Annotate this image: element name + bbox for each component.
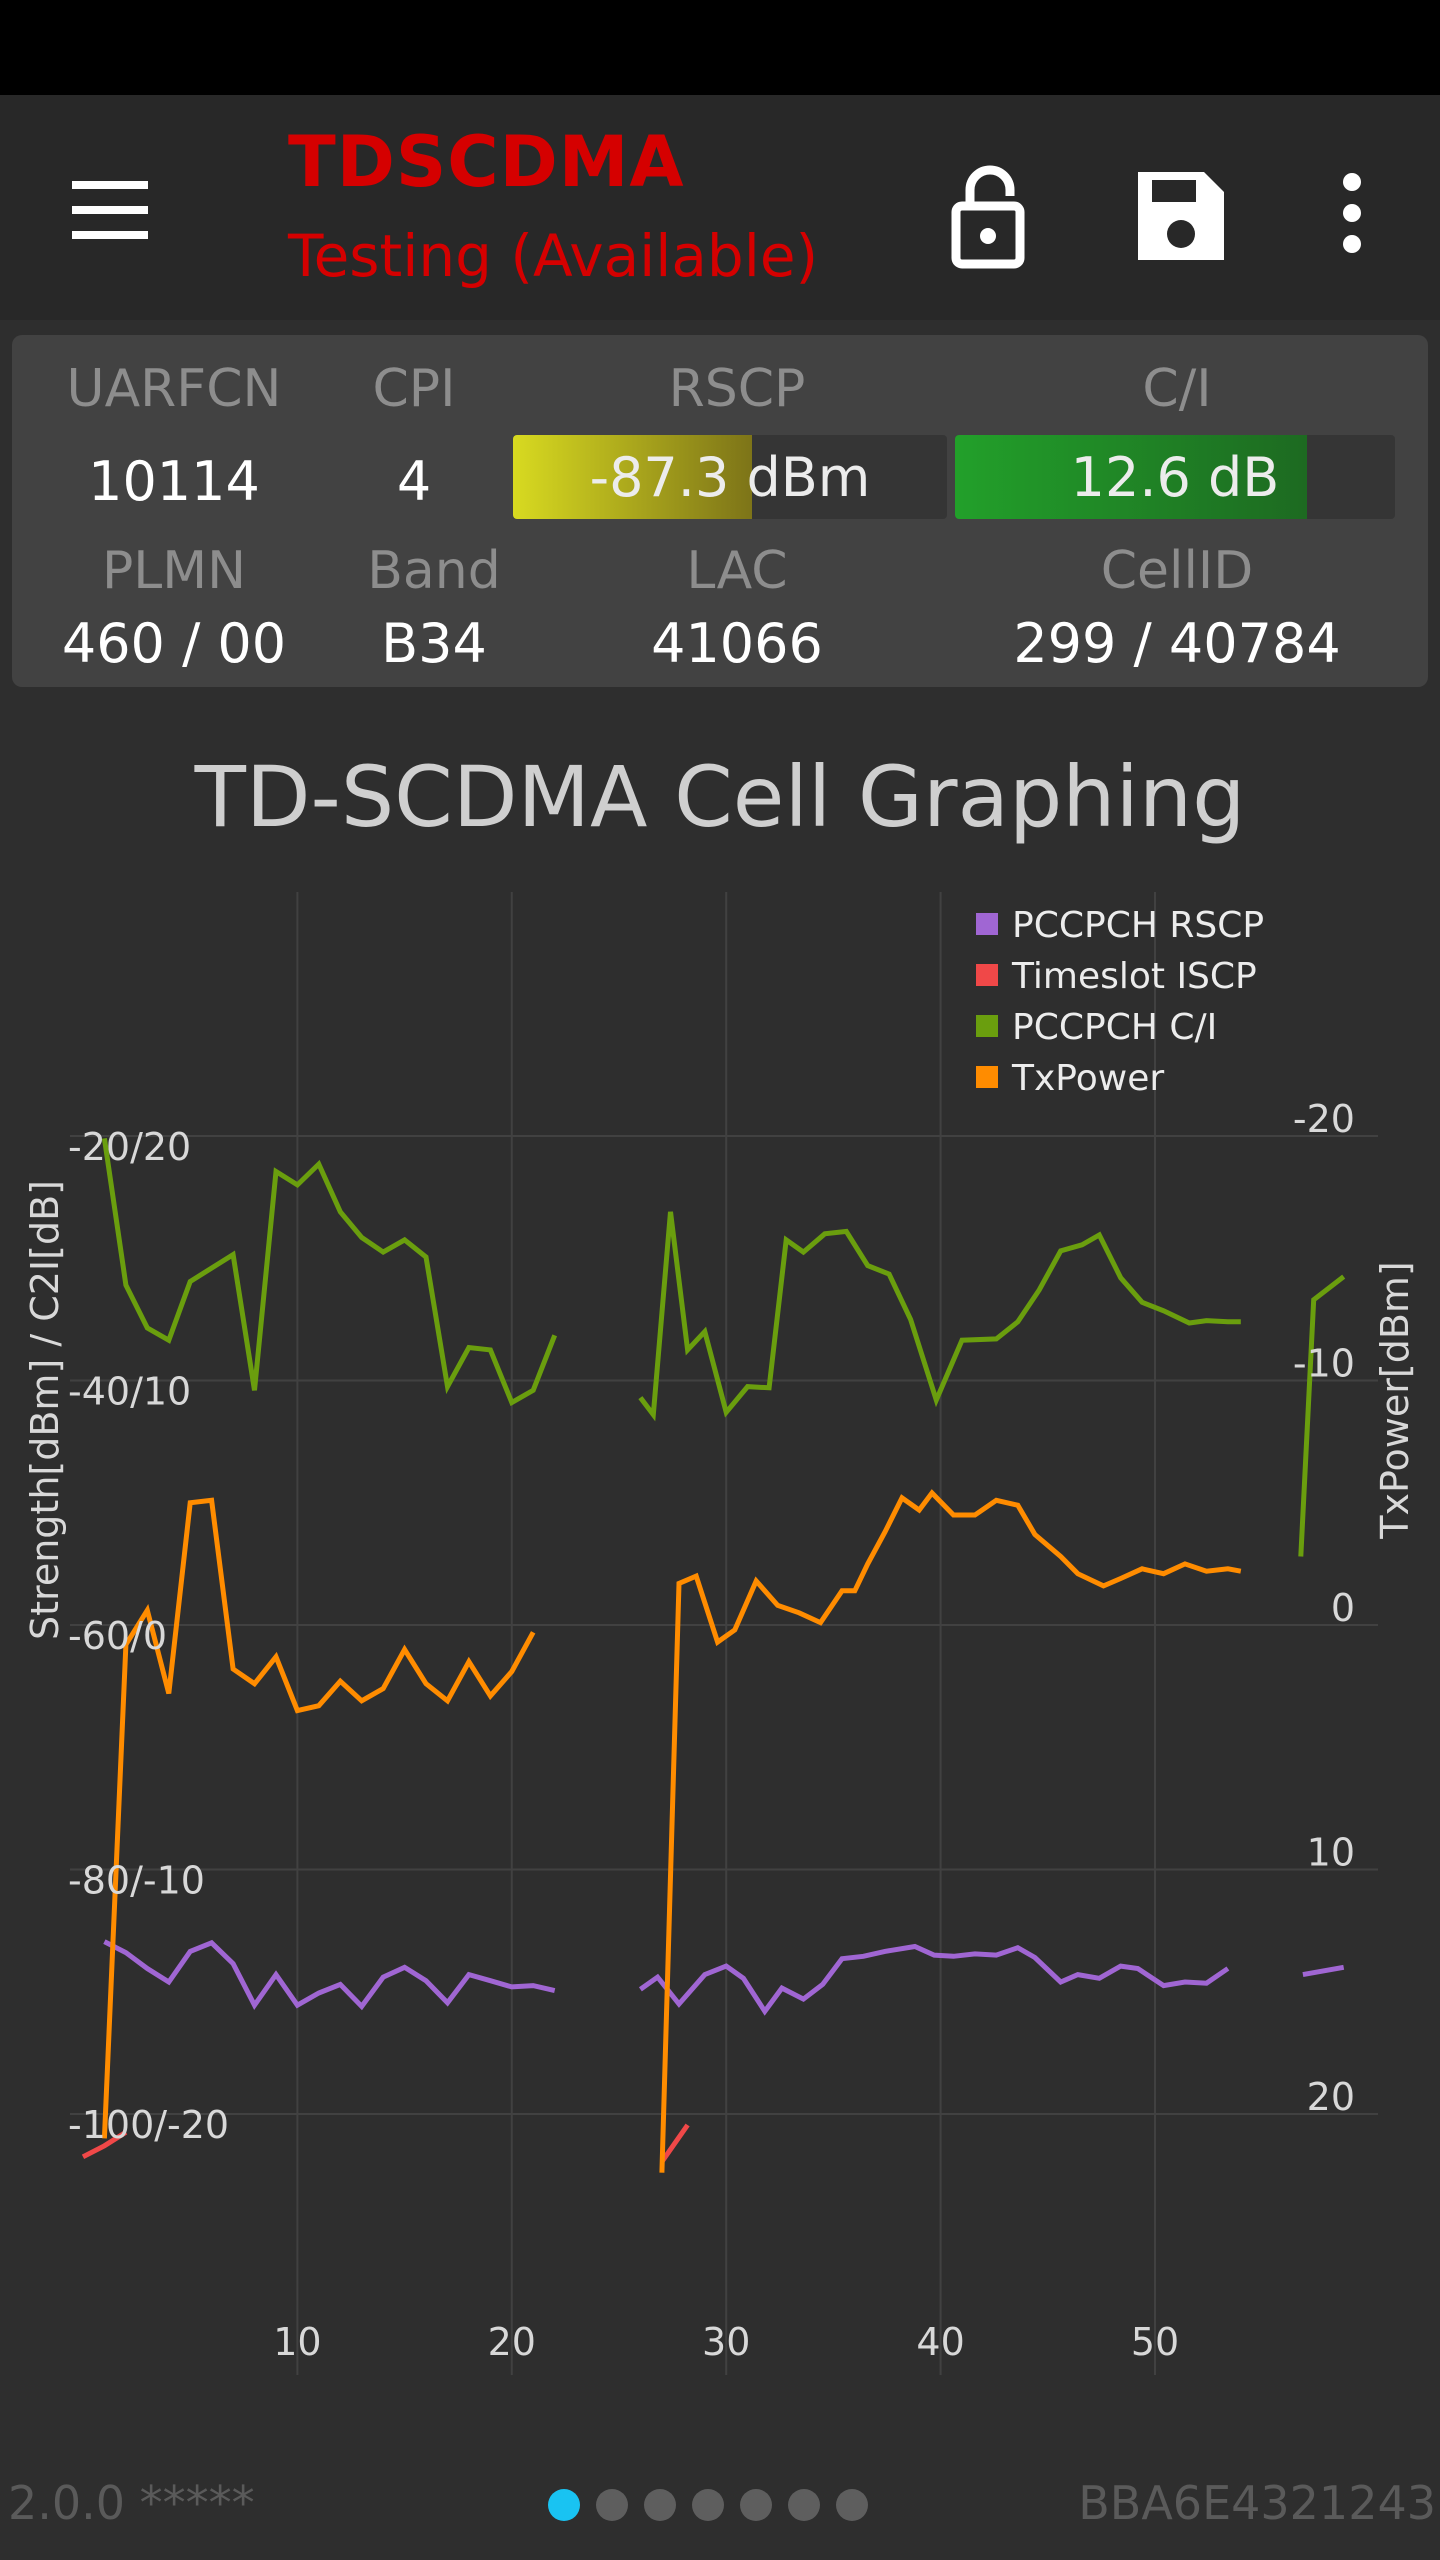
series-line-timeslot-iscp: [81, 2130, 128, 2160]
connection-status: Testing (Available): [288, 222, 819, 290]
plmn-label: PLMN: [101, 541, 247, 601]
x-tick-label: 10: [273, 2320, 321, 2364]
cpi-value: 4: [396, 450, 432, 513]
rscp-label: RSCP: [668, 359, 806, 419]
legend-swatch: [976, 964, 998, 986]
series-line-pccpch-c-i: [1298, 1274, 1346, 1557]
page-dot-4[interactable]: [692, 2489, 724, 2521]
series-line-pccpch-rscp: [638, 1943, 1230, 2016]
page-indicator[interactable]: [548, 2489, 868, 2523]
y2-tick-label: -20: [1293, 1097, 1355, 1141]
lac-label: LAC: [686, 541, 788, 601]
y2-axis-title: TxPower[dBm]: [1373, 1261, 1417, 1539]
y2-tick-label: 20: [1307, 2075, 1355, 2119]
x-tick-label: 30: [702, 2320, 750, 2364]
legend-label: PCCPCH C/I: [1012, 1007, 1217, 1048]
cell-info-panel: UARFCN CPI RSCP C/I 10114 4 -87.3 dBm 12…: [12, 335, 1428, 687]
device-id: BBA6E4321243: [1078, 2476, 1436, 2530]
y2-tick-label: -10: [1293, 1342, 1355, 1386]
series-line-pccpch-rscp: [103, 1939, 556, 2011]
legend-swatch: [976, 1015, 998, 1037]
legend-swatch: [976, 1066, 998, 1088]
save-icon[interactable]: [1130, 160, 1230, 270]
page-dot-5[interactable]: [740, 2489, 772, 2521]
x-tick-label: 20: [488, 2320, 536, 2364]
band-label: Band: [367, 541, 501, 601]
y-tick-label: -20/20: [68, 1125, 191, 1169]
page-dot-6[interactable]: [788, 2489, 820, 2521]
series-line-timeslot-iscp: [659, 2123, 690, 2164]
y2-tick-label: 10: [1307, 1831, 1355, 1875]
rscp-value: -87.3 dBm: [589, 445, 871, 509]
chart-title: TD-SCDMA Cell Graphing: [194, 748, 1246, 846]
ci-meter-fill: [955, 435, 1307, 519]
page-dot-1[interactable]: [548, 2489, 580, 2521]
cell-chart[interactable]: -20/20 -40/10 -60/0 -80/-10 -100/-20 -20 -10 0 1…: [0, 0, 1440, 2460]
legend-label: PCCPCH RSCP: [1012, 905, 1264, 946]
page-dot-2[interactable]: [596, 2489, 628, 2521]
y-axis-title: Strength[dBm] / C2I[dB]: [23, 1180, 67, 1640]
status-bar: [0, 0, 1440, 95]
series-line-pccpch-c-i: [101, 1138, 558, 1407]
ci-meter: 12.6 dB: [955, 435, 1395, 519]
y2-tick-label: 0: [1331, 1586, 1355, 1630]
y-tick-label: -100/-20: [68, 2103, 229, 2147]
more-vert-icon[interactable]: [1310, 160, 1390, 270]
plmn-value: 460 / 00: [61, 612, 287, 675]
app-bar: TDSCDMA Testing (Available): [0, 95, 1440, 320]
legend-label: TxPower: [1011, 1058, 1164, 1099]
page-dot-3[interactable]: [644, 2489, 676, 2521]
uarfcn-label: UARFCN: [66, 359, 282, 419]
cellid-value: 299 / 40784: [1013, 612, 1341, 675]
menu-icon[interactable]: [60, 155, 170, 265]
uarfcn-value: 10114: [88, 450, 260, 513]
app-title: TDSCDMA: [288, 121, 685, 203]
lac-value: 41066: [651, 612, 823, 675]
cpi-label: CPI: [372, 359, 456, 419]
series-line-txpower: [659, 1489, 1242, 2173]
page-dot-7[interactable]: [836, 2489, 868, 2521]
rscp-meter-fill: [513, 435, 752, 519]
legend-swatch: [976, 913, 998, 935]
app-version: 2.0.0 *****: [8, 2476, 255, 2530]
series-line-pccpch-c-i: [638, 1211, 1241, 1422]
ci-label: C/I: [1142, 359, 1212, 419]
series-line-txpower: [101, 1497, 536, 2139]
y-tick-label: -80/-10: [68, 1859, 205, 1903]
x-tick-label: 50: [1131, 2320, 1179, 2364]
x-tick-label: 40: [916, 2320, 964, 2364]
y-tick-label: -60/0: [68, 1614, 167, 1658]
series-line-pccpch-rscp: [1302, 1964, 1345, 1978]
lock-open-icon[interactable]: [940, 160, 1040, 270]
y-tick-label: -40/10: [68, 1370, 191, 1414]
rscp-meter: -87.3 dBm: [513, 435, 947, 519]
cellid-label: CellID: [1100, 541, 1254, 601]
ci-value: 12.6 dB: [1070, 445, 1280, 509]
band-value: B34: [381, 612, 487, 675]
legend-label: Timeslot ISCP: [1011, 956, 1257, 997]
